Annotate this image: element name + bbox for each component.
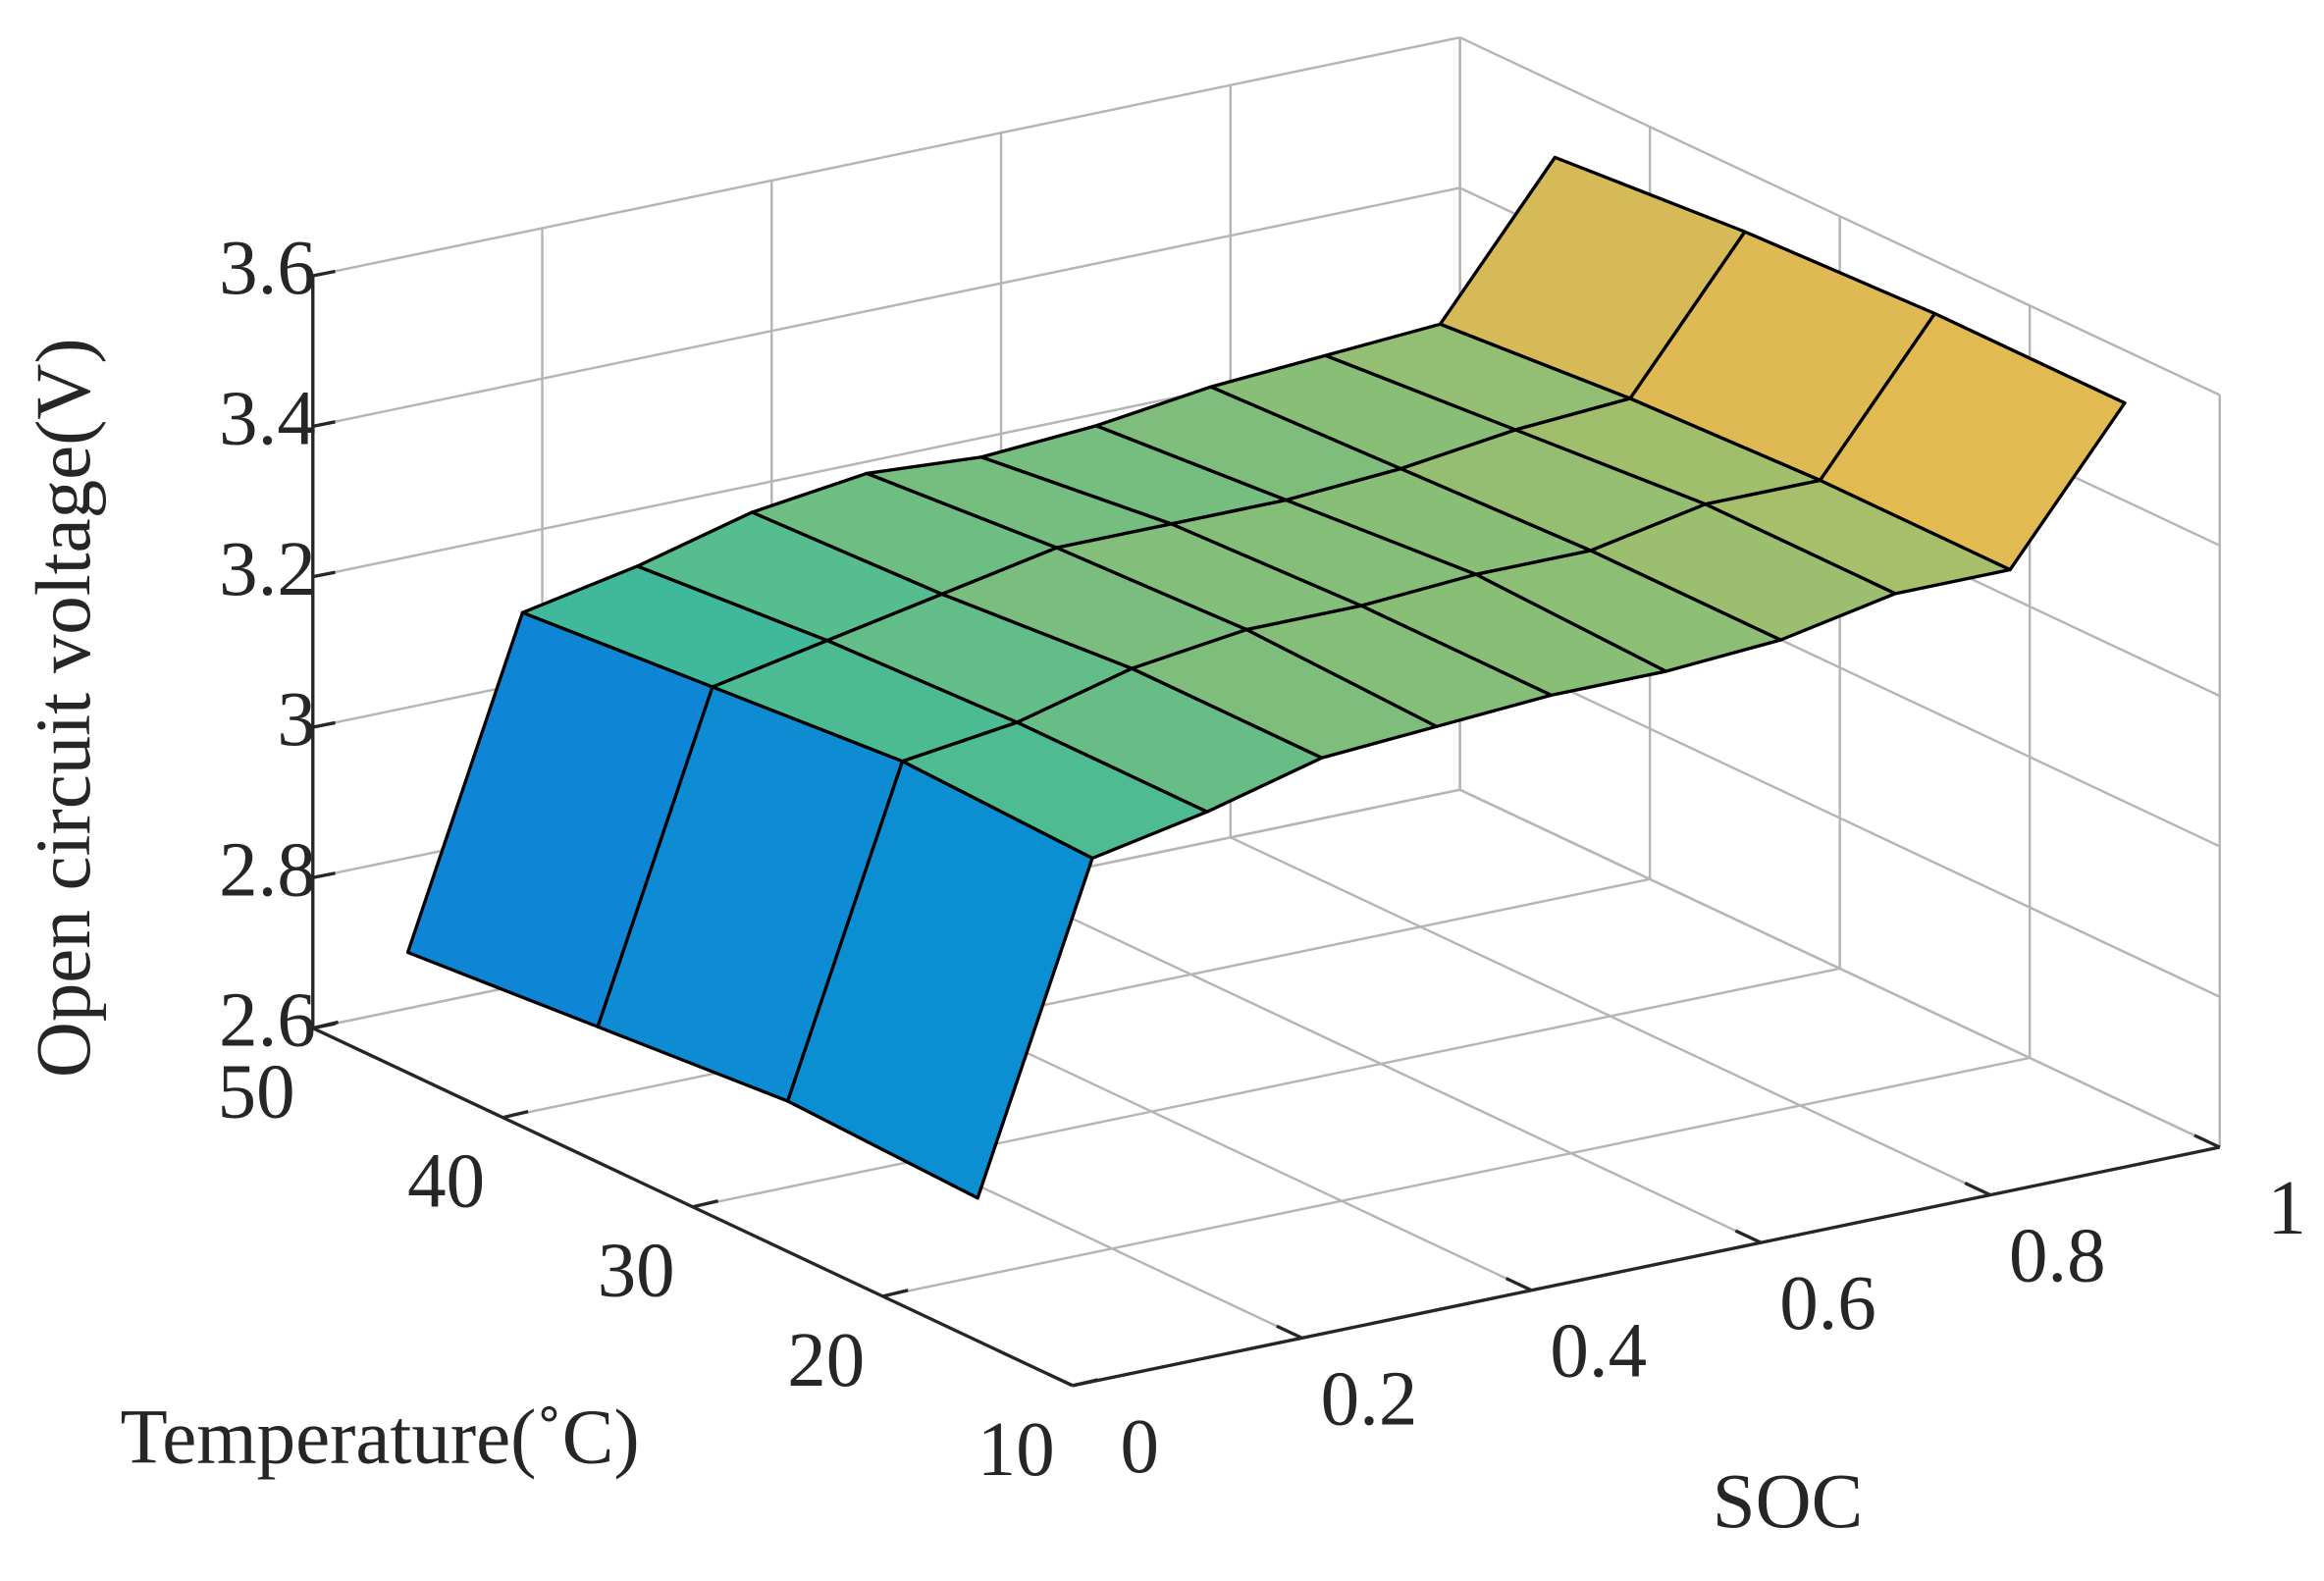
z-tick <box>312 570 336 579</box>
z-tick-label: 3 <box>277 677 315 763</box>
x-tick <box>1505 1277 1533 1292</box>
grid-line <box>1459 638 2221 998</box>
x-tick-label: 1 <box>2267 1166 2305 1251</box>
z-tick <box>312 1022 336 1030</box>
x-axis-label: SOC <box>1713 1459 1864 1545</box>
y-tick-label: 10 <box>977 1407 1055 1493</box>
axes-layer: 0 0.2 0.4 0.6 0.8 1 10 20 30 40 502.6 2.8 3 3.2 3.4 3.6 <box>218 226 2306 1493</box>
y-tick-label: 40 <box>407 1139 485 1225</box>
y-tick <box>692 1199 719 1209</box>
x-tick-label: 0.4 <box>1550 1309 1647 1395</box>
z-tick-label: 3.4 <box>219 376 316 461</box>
x-tick <box>1276 1324 1303 1340</box>
grid-line <box>312 35 1460 278</box>
y-tick-label: 50 <box>218 1050 295 1135</box>
grid-line <box>312 186 1460 428</box>
z-axis-label: Open circuit voltage(V) <box>22 338 107 1078</box>
x-axis <box>1072 1145 2221 1388</box>
z-tick-label: 3.2 <box>219 527 316 612</box>
grid-line <box>692 967 1840 1208</box>
x-tick-label: 0.2 <box>1321 1356 1418 1442</box>
y-tick <box>882 1289 909 1298</box>
z-tick <box>312 720 336 729</box>
y-axis-label: Temperature(˚C) <box>121 1396 640 1481</box>
surface <box>405 155 2127 1200</box>
y-tick-label: 30 <box>598 1229 675 1314</box>
y-tick <box>1072 1378 1099 1388</box>
grid-line <box>1459 36 2221 396</box>
x-tick <box>1734 1229 1762 1244</box>
grid-line <box>1459 788 2221 1149</box>
z-tick-label: 3.6 <box>219 226 316 311</box>
z-tick-label: 2.8 <box>219 827 316 913</box>
y-tick-label: 20 <box>787 1318 865 1403</box>
x-tick-label: 0 <box>1120 1404 1158 1490</box>
z-tick-label: 2.6 <box>219 978 316 1064</box>
x-tick-label: 0.6 <box>1779 1261 1876 1346</box>
grid-line <box>502 877 1651 1119</box>
grid-line <box>882 1056 2031 1298</box>
x-tick-label: 0.8 <box>2009 1214 2106 1299</box>
surface-face <box>785 760 1094 1200</box>
z-tick <box>312 420 336 428</box>
y-axis <box>312 1027 1074 1388</box>
x-tick <box>2193 1133 2221 1149</box>
x-tick <box>1046 1372 1074 1388</box>
z-tick <box>312 871 336 879</box>
y-tick <box>502 1109 529 1120</box>
x-tick <box>1964 1181 1991 1197</box>
z-tick <box>312 269 336 278</box>
